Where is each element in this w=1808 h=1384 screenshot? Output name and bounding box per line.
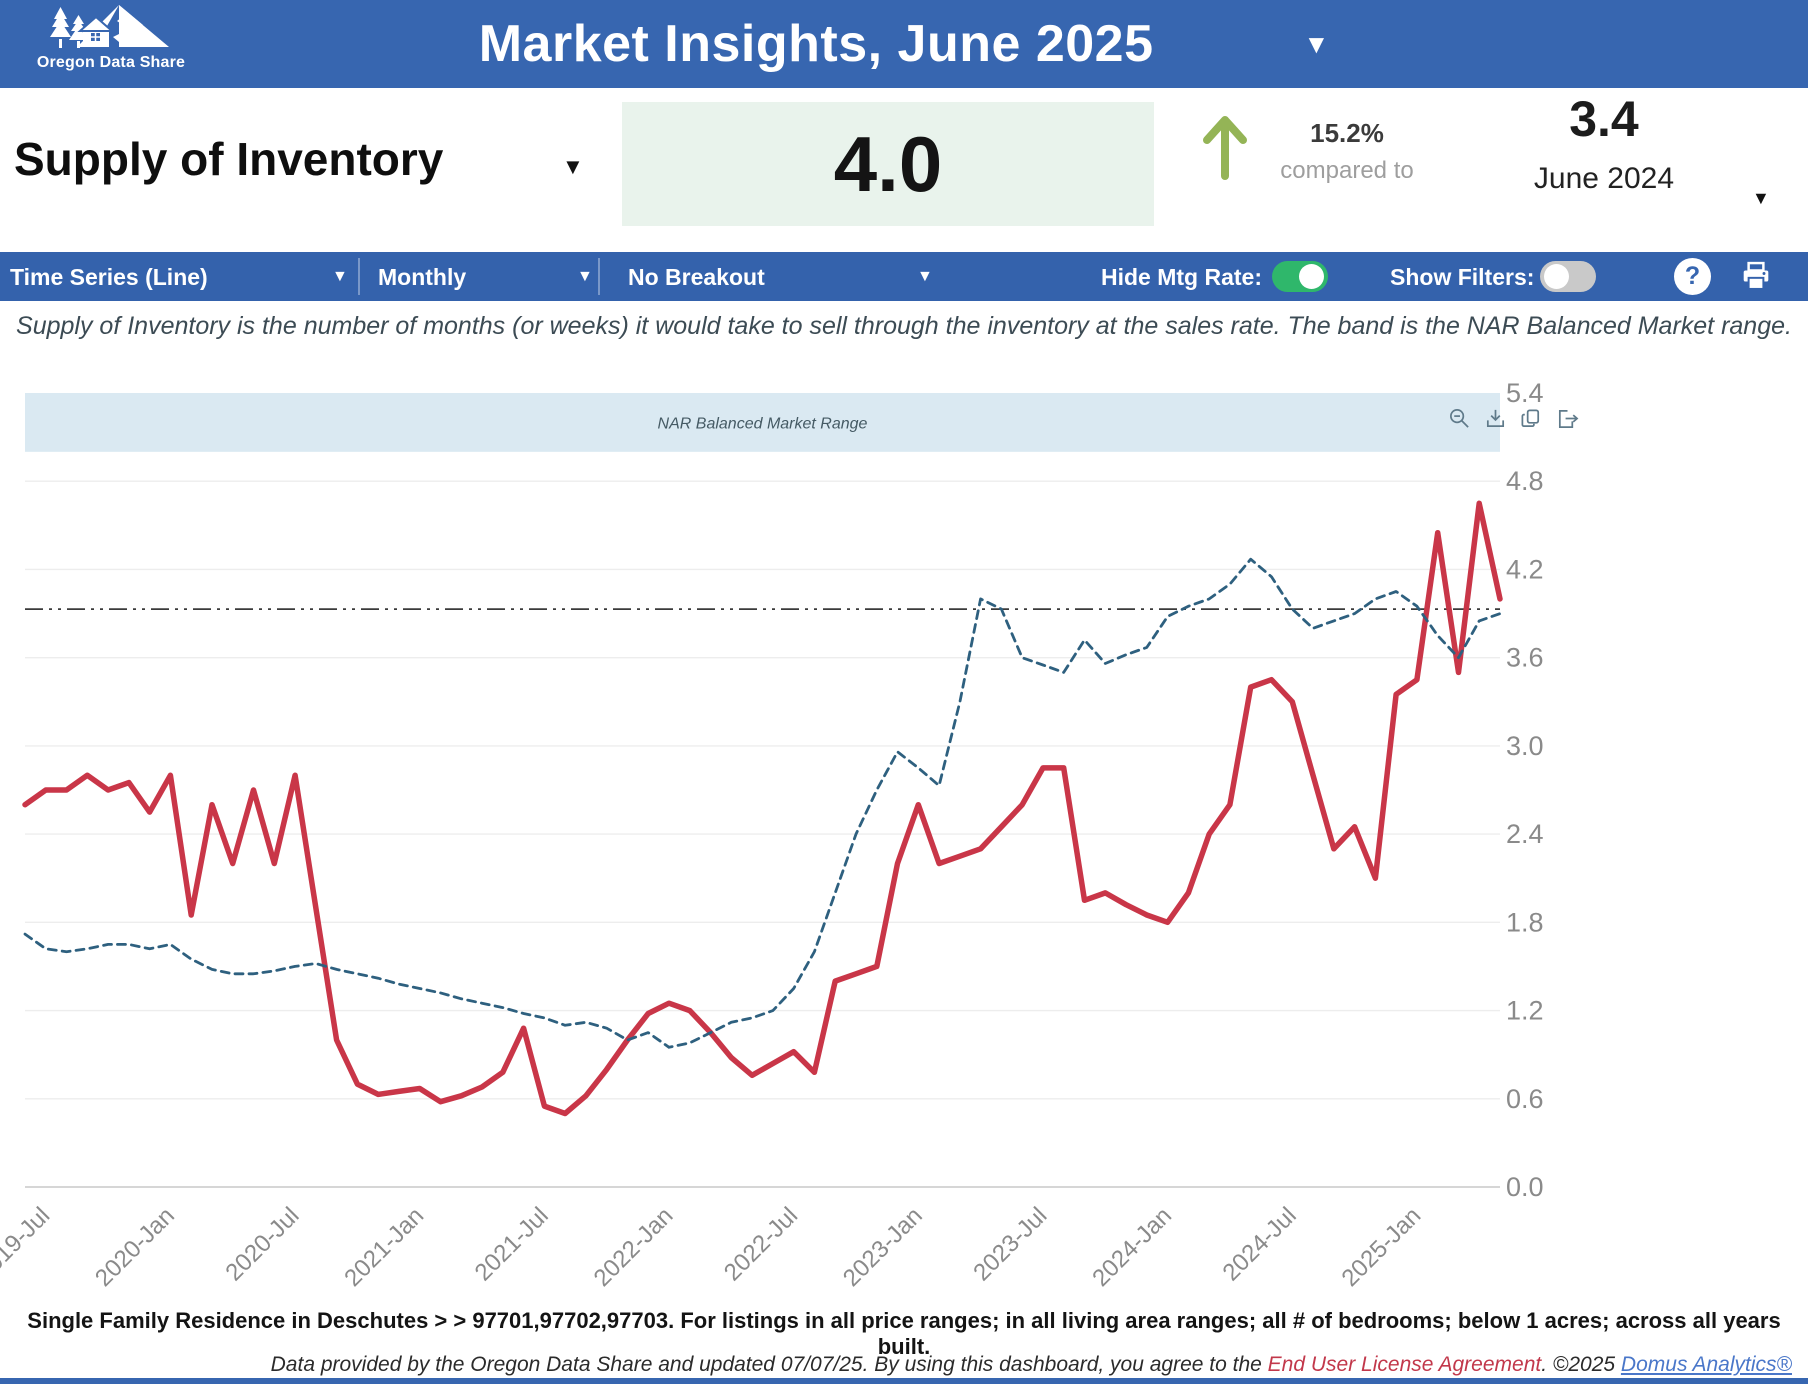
supply-of-inventory-chart[interactable]: NAR Balanced Market Range 0.0 0.6 1.2 1.8 2.4… bbox=[0, 355, 1808, 1300]
page-title: Market Insights, June 2025 bbox=[478, 15, 1154, 73]
x-tick-label: 2024-Jan bbox=[1087, 1202, 1177, 1292]
title-dropdown-caret-icon[interactable]: ▼ bbox=[1303, 28, 1330, 59]
y-tick-label: 0.6 bbox=[1506, 1084, 1544, 1114]
current-value: 4.0 bbox=[833, 119, 943, 208]
current-value-box: 4.0 bbox=[622, 102, 1154, 226]
show-filters-toggle[interactable] bbox=[1540, 261, 1596, 292]
eula-link[interactable]: End User License Agreement bbox=[1267, 1353, 1542, 1376]
nar-band bbox=[25, 393, 1500, 452]
filters-summary: Single Family Residence in Deschutes > >… bbox=[27, 1308, 1781, 1359]
help-button[interactable]: ? bbox=[1674, 258, 1711, 295]
previous-value: 3.4 bbox=[1569, 91, 1639, 147]
x-tick-label: 2021-Jul bbox=[470, 1202, 554, 1286]
previous-period-label[interactable]: June 2024 bbox=[1533, 162, 1675, 195]
x-tick-label: 2020-Jan bbox=[90, 1202, 180, 1292]
credit-text: Data provided by the Oregon Data Share a… bbox=[270, 1353, 1268, 1376]
printer-icon bbox=[1743, 261, 1769, 290]
logo: Oregon Data Share bbox=[22, 3, 200, 72]
toggle-knob bbox=[1544, 264, 1569, 289]
breakout-dropdown[interactable]: No Breakout bbox=[628, 264, 765, 290]
y-tick-label: 0.0 bbox=[1506, 1172, 1544, 1202]
download-icon[interactable] bbox=[1484, 407, 1507, 430]
y-tick-label: 3.0 bbox=[1506, 731, 1544, 761]
x-tick-label: 2022-Jan bbox=[589, 1202, 679, 1292]
change-percent: 15.2% bbox=[1310, 118, 1384, 148]
frequency-dropdown[interactable]: Monthly bbox=[378, 264, 467, 290]
toolbar-divider bbox=[598, 258, 600, 295]
change-block: 15.2% compared to bbox=[1252, 118, 1442, 185]
previous-period-caret-icon[interactable]: ▼ bbox=[1752, 188, 1770, 208]
toolbar-divider bbox=[358, 258, 360, 295]
bottom-bar bbox=[0, 1378, 1808, 1384]
oregon-data-share-logo-icon bbox=[50, 5, 169, 48]
chart-modebar bbox=[1448, 407, 1579, 430]
y-tick-label: 1.2 bbox=[1506, 996, 1544, 1026]
nar-band-label: NAR Balanced Market Range bbox=[658, 415, 868, 432]
x-tick-label: 2020-Jul bbox=[220, 1202, 304, 1286]
y-tick-label: 4.8 bbox=[1506, 466, 1544, 496]
hide-mtg-toggle[interactable] bbox=[1272, 261, 1328, 292]
series-mtg-rate bbox=[23, 557, 1502, 1049]
y-tick-label: 1.8 bbox=[1506, 907, 1544, 937]
app-header: Market Insights, June 2025 ▼ bbox=[0, 0, 1808, 88]
y-tick-label: 3.6 bbox=[1506, 643, 1544, 673]
chart-description: Supply of Inventory is the number of mon… bbox=[16, 312, 1792, 340]
y-tick-label: 2.4 bbox=[1506, 819, 1544, 849]
frequency-caret-icon[interactable]: ▼ bbox=[577, 268, 593, 285]
x-tick-label: 2025-Jan bbox=[1337, 1202, 1427, 1292]
compared-to-label: compared to bbox=[1280, 157, 1414, 184]
chart-toolbar: Time Series (Line) ▼ Monthly ▼ No Breako… bbox=[0, 252, 1808, 301]
previous-period-block: 3.4 June 2024 bbox=[1468, 90, 1740, 196]
breakout-caret-icon[interactable]: ▼ bbox=[917, 268, 933, 285]
x-tick-label: 2023-Jul bbox=[968, 1202, 1052, 1286]
x-tick-label: 2024-Jul bbox=[1218, 1202, 1302, 1286]
x-tick-label: 2019-Jul bbox=[0, 1202, 55, 1286]
x-tick-label: 2023-Jan bbox=[838, 1202, 928, 1292]
zoom-out-icon[interactable] bbox=[1448, 407, 1471, 430]
x-tick-label: 2022-Jul bbox=[719, 1202, 803, 1286]
copy-icon[interactable] bbox=[1520, 407, 1543, 430]
show-filters-label: Show Filters: bbox=[1390, 264, 1535, 290]
chart-type-dropdown[interactable]: Time Series (Line) bbox=[10, 264, 208, 290]
export-icon[interactable] bbox=[1556, 407, 1579, 430]
stats-row: Supply of Inventory ▼ 4.0 15.2% compared… bbox=[0, 88, 1808, 252]
hide-mtg-rate-label: Hide Mtg Rate: bbox=[1101, 264, 1262, 290]
credit-text-mid: . ©2025 bbox=[1541, 1353, 1621, 1376]
x-tick-label: 2021-Jan bbox=[339, 1202, 429, 1292]
trend-up-arrow-icon bbox=[1202, 114, 1248, 185]
credit-line: Data provided by the Oregon Data Share a… bbox=[0, 1353, 1808, 1377]
metric-selector-label[interactable]: Supply of Inventory bbox=[14, 133, 444, 185]
chart-area[interactable]: NAR Balanced Market Range 0.0 0.6 1.2 1.8 2.4… bbox=[0, 355, 1808, 1300]
y-tick-label: 4.2 bbox=[1506, 554, 1544, 584]
series-supply-of-inventory bbox=[22, 500, 1503, 1117]
print-button[interactable] bbox=[1740, 260, 1772, 297]
y-tick-label: 5.4 bbox=[1506, 378, 1544, 408]
toggle-knob bbox=[1299, 264, 1324, 289]
domus-analytics-link[interactable]: Domus Analytics® bbox=[1620, 1353, 1792, 1376]
logo-text: Oregon Data Share bbox=[36, 54, 186, 71]
chart-type-caret-icon[interactable]: ▼ bbox=[332, 268, 348, 285]
metric-dropdown-caret-icon[interactable]: ▼ bbox=[562, 154, 584, 179]
